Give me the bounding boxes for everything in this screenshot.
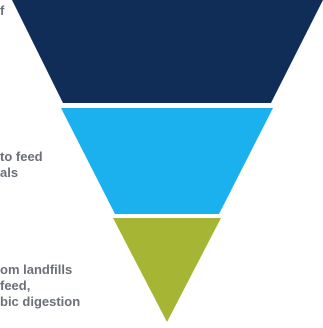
tier-top-label-line: f xyxy=(0,3,5,18)
tier-bottom-label: om landfills feed, bic digestion xyxy=(0,262,80,310)
tier-bottom-label-line: feed, xyxy=(0,278,31,293)
tier-top-label: f xyxy=(0,3,4,19)
tier-middle-label-line: als xyxy=(0,165,19,180)
tier-middle-label-line: to feed xyxy=(0,149,43,164)
tier-middle-label: to feed als xyxy=(0,149,43,181)
tier-bottom-label-line: om landfills xyxy=(0,262,73,277)
pyramid-tier-bottom xyxy=(113,218,221,322)
pyramid-tier-top xyxy=(12,0,323,103)
pyramid-tier-middle xyxy=(61,108,273,214)
tier-bottom-label-line: bic digestion xyxy=(0,294,81,309)
